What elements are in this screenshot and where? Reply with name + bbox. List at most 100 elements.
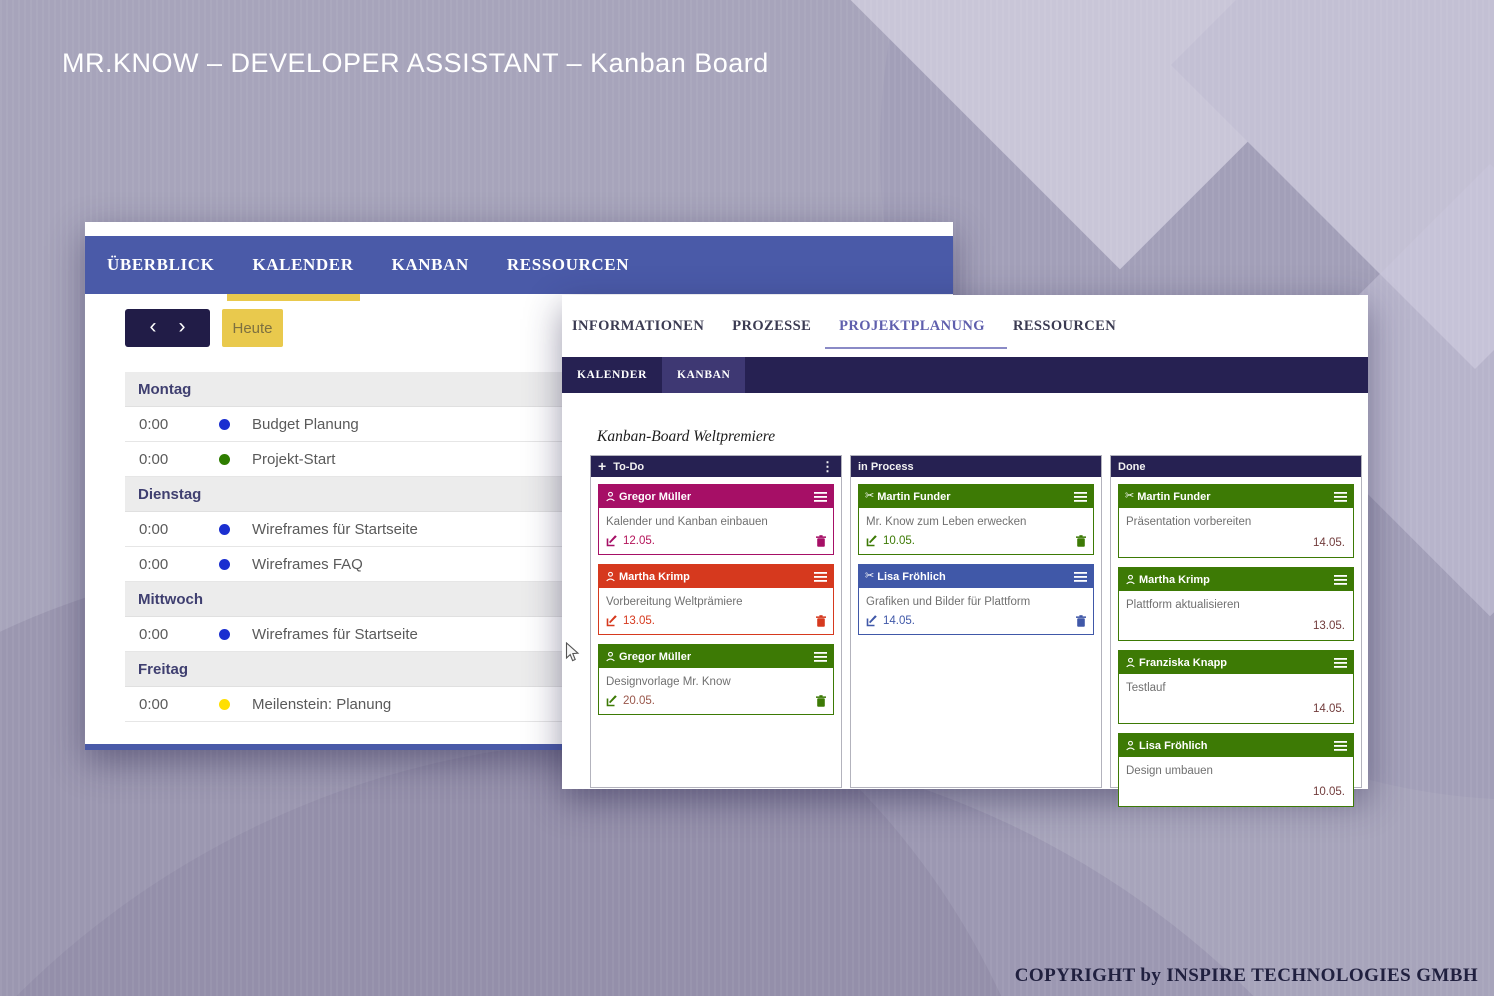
event-time: 0:00	[139, 555, 169, 573]
edit-icon[interactable]	[866, 535, 878, 547]
edit-icon[interactable]	[606, 615, 618, 627]
kanban-column-todo: + To-Do ⋮ Gregor Müller	[590, 455, 842, 788]
tab-projektplanung[interactable]: PROJEKTPLANUNG	[825, 317, 1007, 349]
nav-item-kalender[interactable]: KALENDER	[252, 255, 354, 274]
scissors-icon: ✂	[865, 490, 875, 502]
day-label: Montag	[138, 380, 192, 398]
card-menu-icon[interactable]	[1334, 740, 1347, 751]
card-assignee: Martin Funder	[1137, 490, 1211, 503]
nav-item-ueberblick[interactable]: ÜBERBLICK	[107, 255, 215, 274]
card-date: 20.05.	[623, 695, 655, 707]
kanban-card[interactable]: Gregor Müller Kalender und Kanban einbau…	[598, 484, 834, 555]
edit-icon[interactable]	[866, 615, 878, 627]
card-menu-icon[interactable]	[1334, 491, 1347, 502]
event-title: Budget Planung	[252, 415, 359, 433]
event-title: Wireframes FAQ	[252, 555, 363, 573]
card-header[interactable]: ✂ Lisa Fröhlich	[859, 565, 1093, 588]
calendar-nav-arrows: ‹ ›	[125, 309, 210, 347]
card-assignee: Gregor Müller	[619, 650, 692, 663]
card-header[interactable]: Lisa Fröhlich	[1119, 734, 1353, 757]
card-header[interactable]: Martha Krimp	[1119, 568, 1353, 591]
kanban-card[interactable]: Martha Krimp Plattform aktualisieren 13.…	[1118, 567, 1354, 641]
calendar-nav-bar: ÜBERBLICK KALENDER KANBAN RESSOURCEN	[85, 236, 953, 294]
card-date: 12.05.	[623, 535, 655, 547]
card-header[interactable]: Martha Krimp	[599, 565, 833, 588]
today-button[interactable]: Heute	[222, 309, 283, 347]
event-title: Wireframes für Startseite	[252, 520, 418, 538]
event-time: 0:00	[139, 450, 169, 468]
card-assignee: Lisa Fröhlich	[1139, 739, 1208, 752]
card-assignee: Martin Funder	[877, 490, 951, 503]
kanban-card[interactable]: ✂ Lisa Fröhlich Grafiken und Bilder für …	[858, 564, 1094, 635]
kanban-column-done: Done ✂ Martin Funder Präsentation vorber…	[1110, 455, 1362, 807]
event-time: 0:00	[139, 520, 169, 538]
card-header[interactable]: ✂ Martin Funder	[1119, 485, 1353, 508]
card-menu-icon[interactable]	[814, 571, 827, 582]
card-date: 13.05.	[1313, 620, 1345, 632]
tab-informationen[interactable]: INFORMATIONEN	[572, 317, 705, 334]
add-card-icon[interactable]: +	[598, 458, 607, 474]
card-text: Plattform aktualisieren	[1126, 599, 1240, 611]
card-menu-icon[interactable]	[1334, 574, 1347, 585]
kanban-card[interactable]: Franziska Knapp Testlauf 14.05.	[1118, 650, 1354, 724]
card-menu-icon[interactable]	[1074, 491, 1087, 502]
card-text: Kalender und Kanban einbauen	[606, 516, 768, 528]
column-header: in Process	[851, 456, 1101, 477]
event-dot	[219, 698, 230, 710]
tab-ressourcen[interactable]: RESSOURCEN	[1012, 317, 1117, 334]
sub-tab-bar: KALENDER KANBAN	[562, 357, 1368, 393]
edit-icon[interactable]	[606, 695, 618, 707]
person-icon	[1125, 574, 1136, 585]
kanban-card[interactable]: ✂ Martin Funder Mr. Know zum Leben erwec…	[858, 484, 1094, 555]
trash-icon[interactable]	[816, 695, 826, 707]
column-header: + To-Do ⋮	[591, 456, 841, 477]
subtab-kanban[interactable]: KANBAN	[661, 357, 746, 393]
trash-icon[interactable]	[1076, 535, 1086, 547]
column-menu-icon[interactable]: ⋮	[821, 458, 834, 474]
chevron-right-icon[interactable]: ›	[178, 315, 186, 338]
edit-icon[interactable]	[606, 535, 618, 547]
card-menu-icon[interactable]	[1334, 657, 1347, 668]
card-header[interactable]: ✂ Martin Funder	[859, 485, 1093, 508]
card-date: 14.05.	[883, 615, 915, 627]
kanban-card[interactable]: ✂ Martin Funder Präsentation vorbereiten…	[1118, 484, 1354, 558]
card-text: Vorbereitung Weltprämiere	[606, 596, 743, 608]
nav-item-kanban[interactable]: KANBAN	[391, 255, 469, 274]
column-header: Done	[1111, 456, 1361, 477]
card-menu-icon[interactable]	[814, 651, 827, 662]
nav-item-ressourcen[interactable]: RESSOURCEN	[506, 255, 630, 274]
event-dot	[219, 418, 230, 430]
person-icon	[605, 571, 616, 582]
trash-icon[interactable]	[816, 535, 826, 547]
card-header[interactable]: Gregor Müller	[599, 485, 833, 508]
event-time: 0:00	[139, 625, 169, 643]
card-assignee: Gregor Müller	[619, 490, 692, 503]
card-assignee: Lisa Fröhlich	[877, 570, 946, 583]
kanban-card[interactable]: Gregor Müller Designvorlage Mr. Know 20.…	[598, 644, 834, 715]
kanban-card[interactable]: Lisa Fröhlich Design umbauen 10.05.	[1118, 733, 1354, 807]
day-label: Freitag	[138, 660, 189, 678]
trash-icon[interactable]	[1076, 615, 1086, 627]
active-tab-indicator	[227, 294, 360, 301]
event-dot	[219, 628, 230, 640]
card-text: Mr. Know zum Leben erwecken	[866, 516, 1027, 528]
card-date: 14.05.	[1313, 703, 1345, 715]
card-header[interactable]: Gregor Müller	[599, 645, 833, 668]
subtab-kalender[interactable]: KALENDER	[577, 369, 647, 381]
copyright-text: COPYRIGHT by INSPIRE TECHNOLOGIES GMBH	[1014, 965, 1478, 986]
card-menu-icon[interactable]	[814, 491, 827, 502]
event-dot	[219, 558, 230, 570]
board-title: Kanban-Board Weltpremiere	[597, 428, 776, 445]
chevron-left-icon[interactable]: ‹	[149, 315, 157, 338]
day-label: Mittwoch	[138, 590, 203, 608]
card-menu-icon[interactable]	[1074, 571, 1087, 582]
tab-prozesse[interactable]: PROZESSE	[732, 317, 812, 334]
main-tab-bar: INFORMATIONEN PROZESSE PROJEKTPLANUNG RE…	[562, 295, 1368, 357]
kanban-window: INFORMATIONEN PROZESSE PROJEKTPLANUNG RE…	[562, 295, 1368, 807]
mouse-cursor	[565, 641, 580, 668]
card-header[interactable]: Franziska Knapp	[1119, 651, 1353, 674]
kanban-card[interactable]: Martha Krimp Vorbereitung Weltprämiere 1…	[598, 564, 834, 635]
card-text: Grafiken und Bilder für Plattform	[866, 596, 1031, 608]
trash-icon[interactable]	[816, 615, 826, 627]
